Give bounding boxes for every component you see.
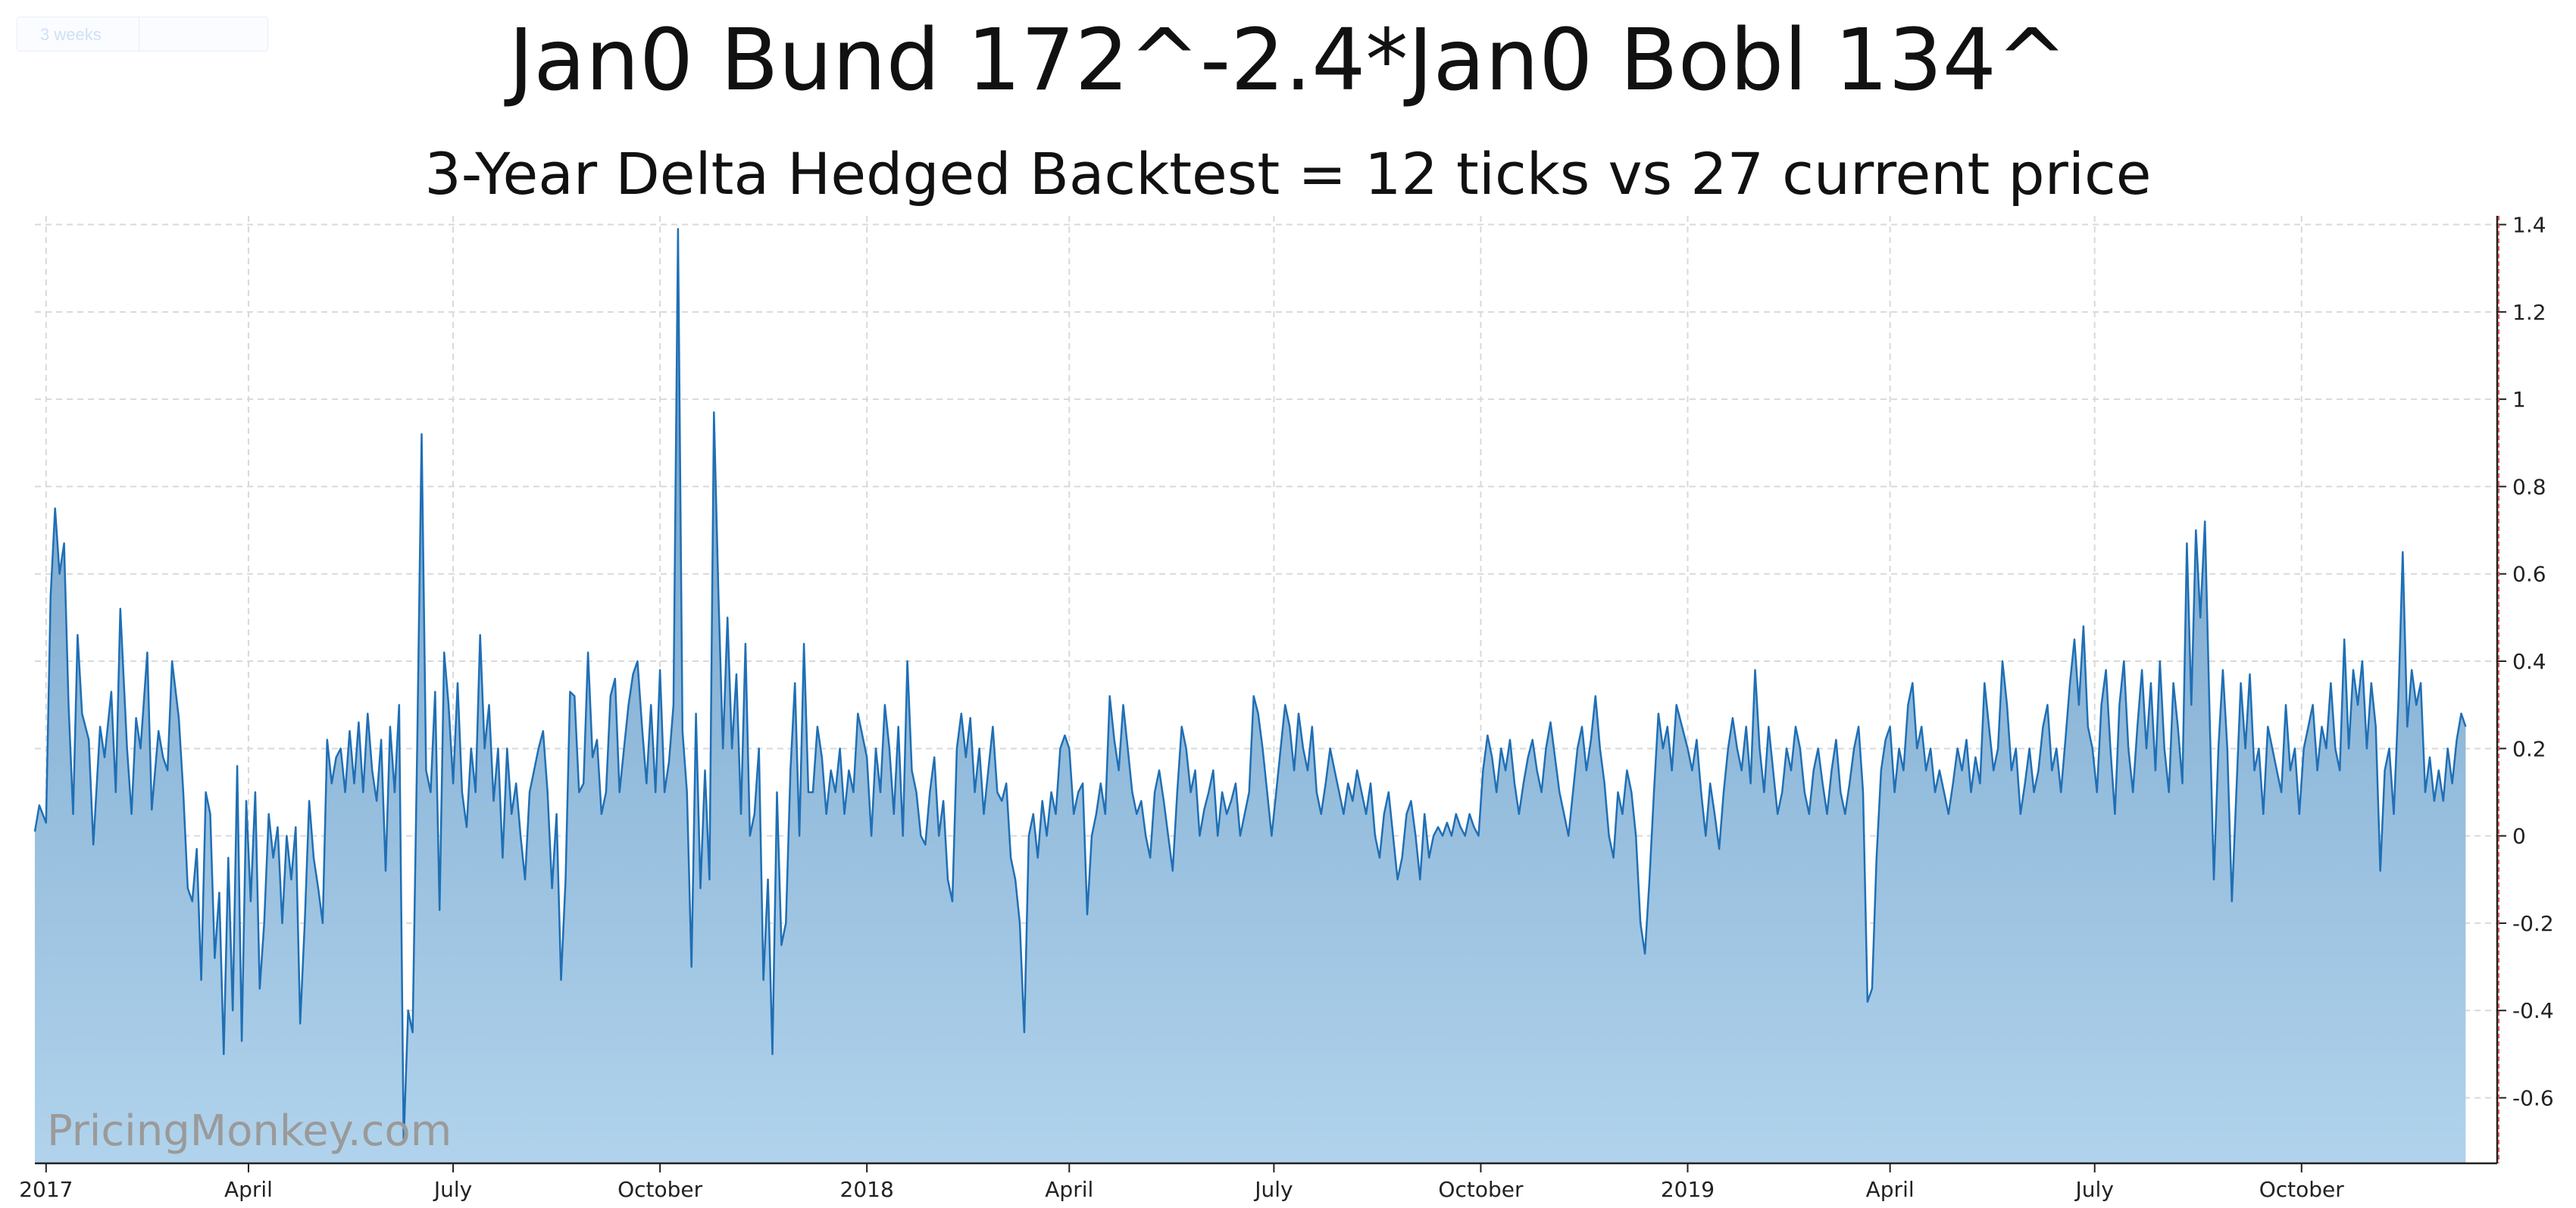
y-tick-label: 1.2 xyxy=(2512,300,2546,325)
x-tick-label: October xyxy=(1438,1177,1524,1202)
axes: 1.4 1.2 1 0.8 0.6 0.4 0.2 0 -0.2 -0.4 -0.6 2017 Apri… xyxy=(19,213,2553,1202)
x-tick-label: October xyxy=(2259,1177,2345,1202)
x-tick-label: July xyxy=(433,1177,472,1202)
watermark-text: PricingMonkey.com xyxy=(47,1107,452,1156)
x-tick-label: July xyxy=(2074,1177,2114,1202)
x-tick-label: 2019 xyxy=(1661,1177,1715,1202)
y-tick-label: 1 xyxy=(2512,387,2526,412)
x-tick-label: April xyxy=(1866,1177,1915,1202)
y-tick-label: -0.4 xyxy=(2512,998,2554,1023)
series-area xyxy=(33,228,2467,1163)
x-tick-label: April xyxy=(1045,1177,1093,1202)
x-tick-label: 2018 xyxy=(840,1177,894,1202)
x-tick-label: April xyxy=(224,1177,273,1202)
y-tick-label: -0.6 xyxy=(2512,1086,2554,1111)
series-line xyxy=(33,228,2467,1143)
y-tick-label: -0.2 xyxy=(2512,911,2554,936)
range-selector[interactable]: 3 weeks xyxy=(17,17,268,52)
y-tick-label: 0.2 xyxy=(2512,736,2546,761)
range-button[interactable]: 3 weeks xyxy=(17,17,139,51)
y-tick-label: 0 xyxy=(2512,824,2526,849)
chart-subtitle: 3-Year Delta Hedged Backtest = 12 ticks … xyxy=(424,140,2152,208)
y-tick-label: 1.4 xyxy=(2512,213,2546,238)
range-label: 3 weeks xyxy=(40,25,102,44)
x-tick-label: July xyxy=(1253,1177,1293,1202)
y-tick-label: 0.6 xyxy=(2512,562,2546,587)
y-tick-label: 0.8 xyxy=(2512,474,2546,499)
chart-title: Jan0 Bund 172^-2.4*Jan0 Bobl 134^ xyxy=(508,11,2068,110)
x-tick-label: 2017 xyxy=(19,1177,73,1202)
series-area-fill xyxy=(35,229,2466,1163)
y-tick-label: 0.4 xyxy=(2512,649,2546,674)
x-tick-label: October xyxy=(617,1177,703,1202)
